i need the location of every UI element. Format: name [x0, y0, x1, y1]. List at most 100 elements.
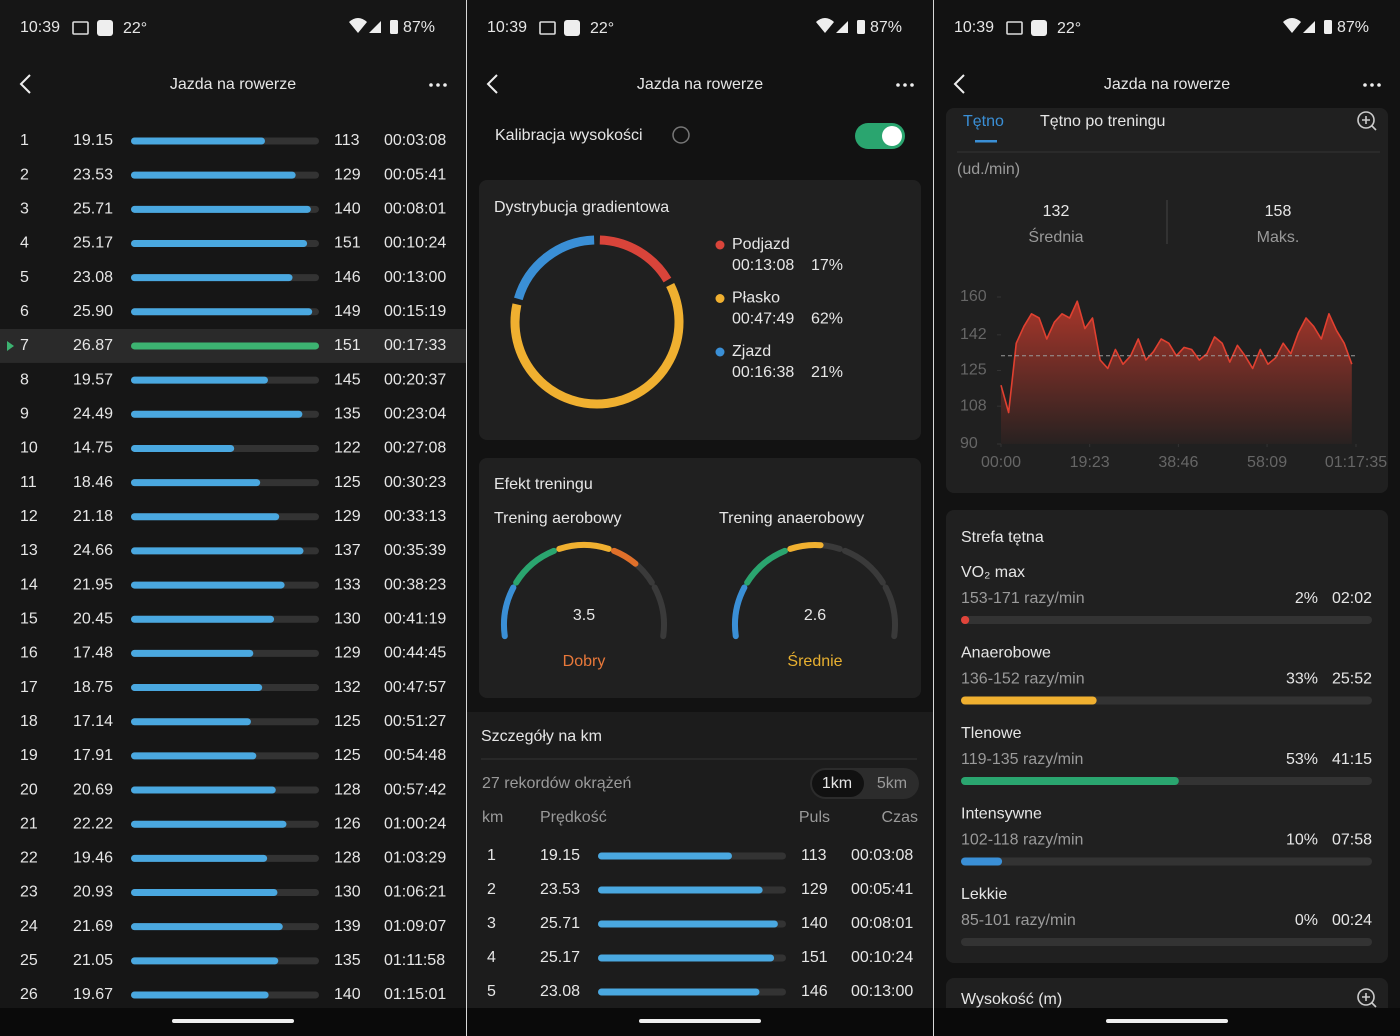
zone-time: 07:58 — [1332, 832, 1372, 849]
lap-pulse: 146 — [334, 269, 361, 286]
legend-dot — [715, 240, 725, 250]
lap-time: 00:33:13 — [384, 508, 446, 525]
speed-bar — [131, 308, 313, 316]
lap-speed: 20.69 — [73, 781, 113, 798]
speed-bar — [131, 444, 235, 452]
lap-speed: 25.71 — [540, 915, 580, 932]
unit-option[interactable]: 1km — [822, 775, 852, 792]
lap-speed: 17.14 — [73, 713, 113, 730]
lap-km: 1 — [487, 847, 496, 864]
lap-time: 00:13:00 — [851, 983, 913, 1000]
speed-bar — [598, 954, 775, 962]
lap-pulse: 113 — [801, 847, 827, 864]
selected-marker — [7, 340, 14, 351]
lap-km: 5 — [487, 983, 496, 1000]
card-title: Dystrybucja gradientowa — [494, 199, 669, 216]
back-button[interactable] — [19, 74, 31, 94]
lap-speed: 20.45 — [73, 610, 113, 627]
screen-title: Jazda na rowerze — [1104, 76, 1230, 93]
zone-percent: 33% — [1286, 671, 1318, 688]
lap-time: 01:11:58 — [384, 952, 445, 969]
back-button[interactable] — [486, 74, 498, 94]
speed-bar — [131, 820, 287, 828]
screen-title: Jazda na rowerze — [170, 76, 296, 93]
lap-time: 00:15:19 — [384, 303, 446, 320]
lap-time: 00:51:27 — [384, 713, 446, 730]
lap-km: 10 — [20, 440, 38, 457]
lap-km: 15 — [20, 610, 38, 627]
lap-time: 01:09:07 — [384, 918, 446, 935]
card-title: Szczegóły na km — [481, 728, 602, 745]
gauge-fill — [556, 542, 612, 552]
lap-pulse: 129 — [334, 645, 361, 662]
column-header: Puls — [799, 809, 830, 826]
zone-bar — [961, 696, 1097, 705]
lap-pulse: 137 — [334, 542, 361, 559]
y-tick-label: 142 — [960, 326, 987, 343]
zone-percent: 0% — [1295, 912, 1318, 929]
y-tick-label: 125 — [960, 362, 987, 379]
lap-pulse: 135 — [334, 952, 361, 969]
x-tick-label: 01:17:35 — [1325, 454, 1387, 471]
lap-time: 00:44:45 — [384, 645, 446, 662]
gauge-track — [882, 584, 898, 640]
lap-time: 00:03:08 — [851, 847, 913, 864]
lap-speed: 25.17 — [73, 235, 113, 252]
zone-range: 153-171 razy/min — [961, 590, 1085, 607]
speed-bar — [131, 274, 293, 282]
lap-km: 17 — [20, 679, 38, 696]
speed-bar — [131, 615, 275, 623]
status-battery: 87% — [1337, 19, 1369, 36]
zoom-icon[interactable] — [1357, 988, 1375, 1006]
lap-pulse: 128 — [334, 781, 361, 798]
lap-km: 13 — [20, 542, 38, 559]
speed-bar — [598, 988, 760, 996]
tab[interactable]: Tętno — [963, 113, 1004, 130]
lap-km: 6 — [20, 303, 29, 320]
legend-time: 00:47:49 — [732, 311, 794, 328]
status-battery: 87% — [403, 19, 435, 36]
battery-icon — [857, 20, 865, 34]
lap-km: 1 — [20, 132, 29, 149]
lap-time: 00:20:37 — [384, 371, 446, 388]
more-button — [443, 83, 447, 87]
lap-km: 5 — [20, 269, 29, 286]
speed-bar — [598, 852, 732, 860]
status-temp: 22° — [590, 20, 614, 37]
lap-time: 00:27:08 — [384, 440, 446, 457]
lap-time: 00:41:19 — [384, 610, 446, 627]
lap-speed: 23.08 — [540, 983, 580, 1000]
zone-range: 102-118 razy/min — [961, 832, 1083, 849]
lap-pulse: 129 — [801, 881, 828, 898]
lap-pulse: 140 — [334, 201, 361, 218]
lap-km: 21 — [20, 815, 38, 832]
lap-speed: 17.91 — [73, 747, 113, 764]
status-time: 10:39 — [954, 19, 994, 36]
gauge-fill — [501, 584, 517, 640]
speed-bar — [131, 479, 261, 487]
tab[interactable]: Tętno po treningu — [1040, 113, 1165, 130]
signal-icon — [836, 21, 848, 33]
legend-percent: 21% — [811, 364, 843, 381]
gauge-fill — [610, 547, 639, 567]
zoom-icon[interactable] — [1357, 111, 1375, 129]
lap-km: 20 — [20, 781, 38, 798]
unit-option[interactable]: 5km — [877, 775, 907, 792]
lap-time: 00:10:24 — [851, 949, 913, 966]
lap-time: 00:03:08 — [384, 132, 446, 149]
back-button[interactable] — [953, 74, 965, 94]
zone-percent: 10% — [1286, 832, 1318, 849]
lap-speed: 24.49 — [73, 405, 113, 422]
lap-pulse: 151 — [334, 235, 361, 252]
x-tick-label: 38:46 — [1158, 454, 1198, 471]
speed-bar — [131, 581, 285, 589]
card — [479, 458, 921, 698]
more-button — [910, 83, 914, 87]
legend-dot — [715, 294, 725, 303]
lap-time: 00:57:42 — [384, 781, 446, 798]
toggle-knob — [882, 126, 902, 146]
donut-segment — [599, 235, 672, 283]
card-title: Strefa tętna — [961, 529, 1044, 546]
speed-bar — [131, 376, 268, 384]
